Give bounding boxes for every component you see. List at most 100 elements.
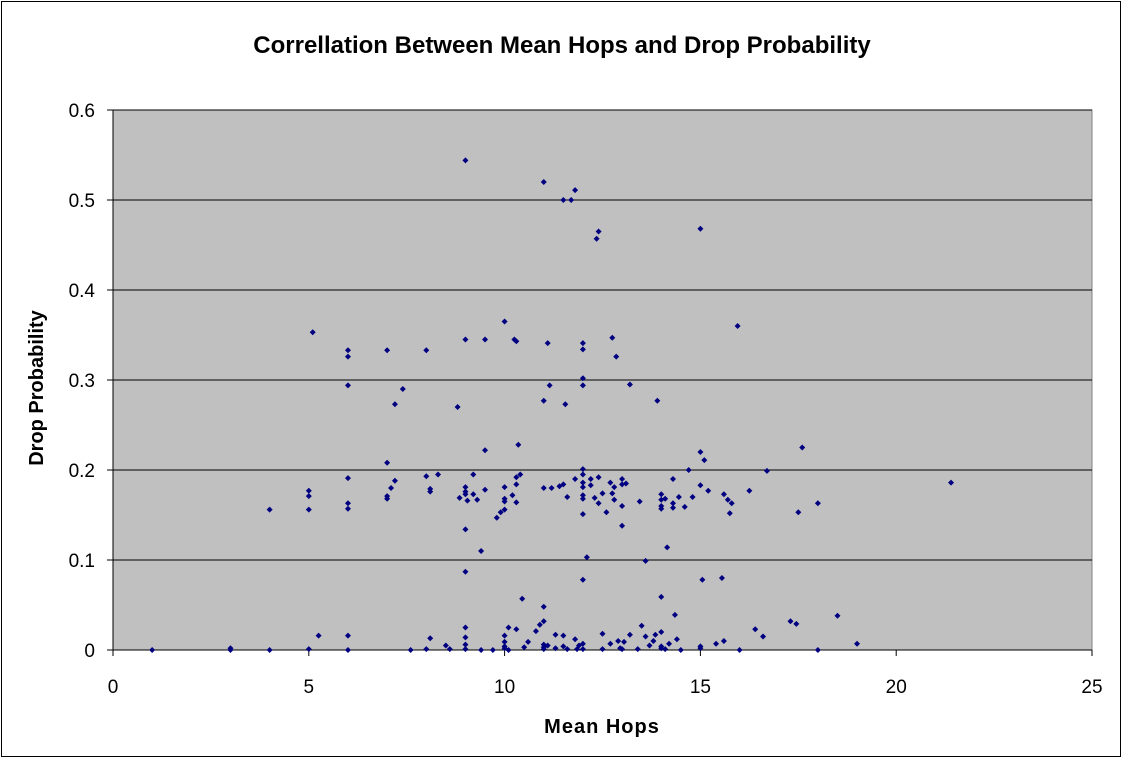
- data-point: [675, 494, 682, 500]
- data-point: [309, 329, 316, 336]
- data-point: [658, 629, 665, 635]
- data-point: [462, 646, 469, 653]
- data-point: [607, 479, 614, 486]
- y-tick-labels: 0 0.1 0.2 0.3 0.4 0.5 0.6: [69, 101, 96, 662]
- data-point: [636, 498, 643, 505]
- data-point: [427, 635, 434, 642]
- data-point: [532, 628, 539, 635]
- data-point: [587, 482, 594, 489]
- data-point: [603, 509, 610, 516]
- y-tick-label-6: 0.6: [69, 101, 95, 122]
- data-point: [621, 638, 628, 645]
- data-point: [599, 490, 606, 497]
- data-point: [611, 484, 618, 491]
- gridlines: [113, 109, 1092, 561]
- data-point: [613, 353, 620, 360]
- data-point: [525, 638, 532, 645]
- data-point: [746, 487, 753, 494]
- data-point: [699, 576, 706, 583]
- data-point: [568, 197, 575, 203]
- data-point: [760, 633, 767, 640]
- data-point: [619, 476, 626, 482]
- data-point: [701, 457, 708, 464]
- data-point: [540, 485, 547, 491]
- data-point: [662, 646, 669, 653]
- data-point: [344, 347, 351, 354]
- data-point: [344, 632, 351, 639]
- data-point: [579, 646, 586, 653]
- x-tick-label-4: 20: [886, 677, 907, 698]
- data-point: [669, 500, 676, 507]
- data-point: [579, 471, 586, 478]
- data-point: [564, 494, 571, 500]
- data-point: [344, 500, 351, 507]
- data-point: [497, 509, 504, 516]
- data-point: [579, 479, 586, 486]
- data-point: [572, 476, 579, 482]
- data-point: [305, 493, 312, 500]
- data-point: [593, 235, 600, 242]
- data-point: [595, 500, 602, 507]
- data-point: [697, 645, 704, 652]
- data-point: [540, 603, 547, 610]
- data-point: [658, 593, 665, 600]
- data-point: [652, 631, 659, 638]
- data-point: [493, 514, 500, 521]
- data-point: [622, 480, 629, 487]
- x-tick-label-3: 15: [690, 677, 711, 698]
- data-points: [149, 157, 955, 653]
- data-point: [595, 474, 602, 481]
- data-point: [501, 506, 508, 513]
- data-point: [505, 647, 512, 653]
- x-tick-label-0: 0: [108, 677, 119, 698]
- data-point: [720, 491, 727, 498]
- data-point: [728, 500, 735, 507]
- data-point: [149, 647, 156, 653]
- data-point: [427, 485, 434, 492]
- data-point: [548, 485, 555, 491]
- data-point: [669, 476, 676, 482]
- data-point: [854, 640, 861, 647]
- data-point: [540, 618, 547, 625]
- data-point: [591, 494, 598, 501]
- y-axis-title: Drop Probability: [26, 309, 48, 465]
- data-point: [646, 642, 653, 649]
- data-point: [697, 449, 704, 455]
- data-point: [505, 624, 512, 631]
- data-point: [513, 626, 520, 633]
- data-point: [560, 632, 567, 639]
- data-point: [664, 544, 671, 551]
- data-point: [726, 510, 733, 517]
- data-point: [619, 481, 626, 488]
- data-point: [705, 487, 712, 494]
- data-point: [579, 382, 586, 389]
- data-point: [634, 646, 641, 653]
- x-tick-label-5: 25: [1081, 677, 1102, 698]
- data-point: [540, 397, 547, 404]
- data-point: [266, 647, 273, 653]
- data-point: [513, 499, 520, 506]
- data-point: [384, 495, 391, 502]
- data-point: [579, 495, 586, 502]
- data-point: [671, 611, 678, 618]
- data-point: [540, 646, 547, 653]
- data-point: [315, 632, 322, 639]
- data-point: [552, 645, 559, 652]
- data-point: [521, 644, 528, 651]
- data-point: [799, 444, 806, 451]
- data-point: [579, 511, 586, 518]
- data-point: [384, 459, 391, 466]
- data-point: [793, 620, 800, 627]
- data-point: [658, 645, 665, 652]
- y-tick-label-4: 0.4: [69, 281, 96, 302]
- data-point: [734, 323, 741, 329]
- data-point: [540, 179, 547, 185]
- data-point: [482, 336, 489, 343]
- data-point: [517, 471, 524, 478]
- chart-title: Correllation Between Mean Hops and Drop …: [253, 32, 871, 59]
- data-point: [509, 492, 516, 499]
- y-tick-label-1: 0.1: [69, 551, 95, 572]
- data-point: [787, 618, 794, 625]
- data-point: [685, 467, 692, 473]
